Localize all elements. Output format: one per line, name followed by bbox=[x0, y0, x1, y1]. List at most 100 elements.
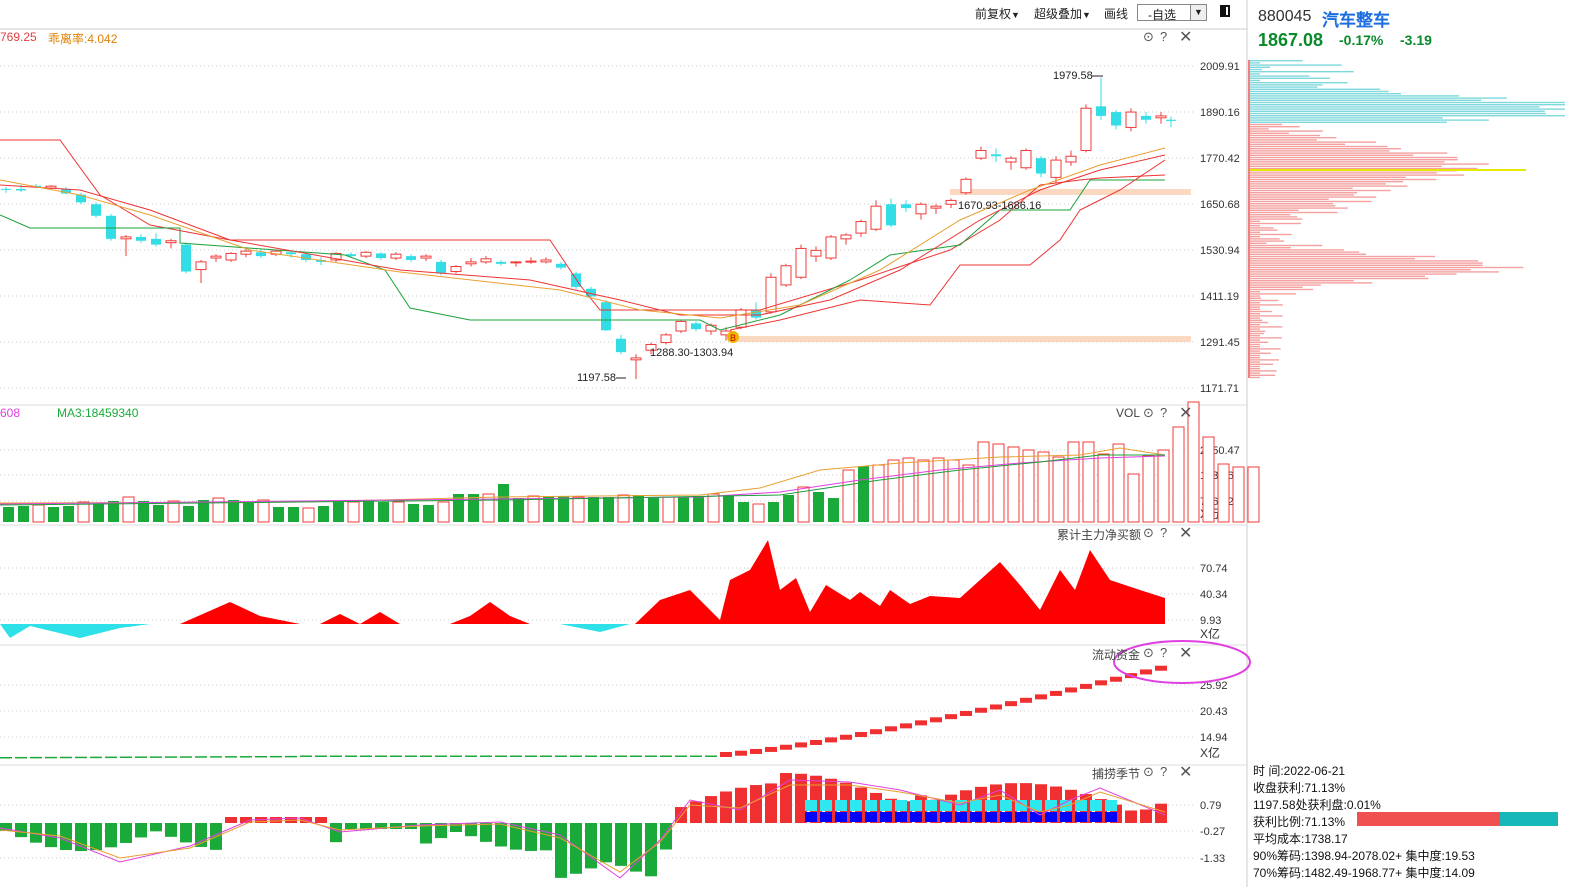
settings-icon[interactable]: ⊙ bbox=[1143, 764, 1154, 779]
flow-unit: X亿 bbox=[1200, 745, 1220, 760]
chip-bar bbox=[1250, 71, 1354, 73]
chip-bar bbox=[1250, 163, 1489, 165]
chip-bar bbox=[1250, 306, 1260, 308]
fuquan-label: 前复权 bbox=[975, 7, 1012, 21]
y-tick-label: 1411.19 bbox=[1200, 291, 1239, 303]
vol-bar bbox=[363, 501, 374, 522]
chip-bar bbox=[1250, 156, 1458, 159]
chip-bar bbox=[1250, 86, 1318, 88]
candle-body bbox=[810, 249, 822, 257]
candle-body bbox=[1, 188, 11, 190]
vol-bar bbox=[678, 497, 689, 522]
help-icon[interactable]: ? bbox=[1160, 525, 1168, 540]
chip-bar bbox=[1250, 128, 1269, 130]
chip-bar bbox=[1250, 121, 1447, 123]
candle-body bbox=[256, 252, 266, 257]
chip-bar bbox=[1250, 304, 1283, 306]
close-icon[interactable]: ✕ bbox=[1179, 645, 1193, 662]
candle-body bbox=[210, 255, 222, 259]
candle-body bbox=[195, 261, 207, 271]
chip-bar bbox=[1250, 372, 1260, 374]
help-icon[interactable]: ? bbox=[1160, 29, 1168, 44]
flow-mark bbox=[1035, 694, 1047, 700]
season-bar bbox=[570, 823, 582, 874]
help-icon[interactable]: ? bbox=[1160, 764, 1168, 779]
chip-bar bbox=[1250, 106, 1540, 108]
vol-bar bbox=[347, 501, 360, 523]
candle-body bbox=[540, 259, 552, 263]
flow-mark bbox=[705, 755, 717, 757]
season-bar bbox=[120, 823, 132, 843]
chip-bar bbox=[1250, 271, 1500, 273]
flow-mark bbox=[780, 744, 792, 750]
chip-bar bbox=[1250, 251, 1360, 253]
chip-bar bbox=[1250, 359, 1279, 361]
flow-mark bbox=[855, 732, 867, 738]
chip-bar bbox=[1250, 266, 1524, 269]
chip-bar bbox=[1250, 152, 1448, 154]
season-bar bbox=[780, 773, 792, 823]
fuquan-menu[interactable]: 前复权▼ bbox=[975, 5, 1020, 22]
flow-mark bbox=[600, 755, 612, 757]
season-tick-label: 0.79 bbox=[1200, 800, 1221, 812]
chip-bar bbox=[1250, 365, 1260, 368]
vol-bar bbox=[212, 497, 225, 523]
season-cyan-block bbox=[850, 800, 862, 811]
chip-bar bbox=[1250, 198, 1329, 200]
season-bar bbox=[90, 823, 102, 851]
help-icon[interactable]: ? bbox=[1160, 405, 1168, 420]
close-icon[interactable]: ✕ bbox=[1179, 405, 1193, 422]
super-overlay-menu[interactable]: 超级叠加▼ bbox=[1034, 5, 1091, 22]
vol-bar bbox=[48, 507, 59, 522]
season-bar bbox=[270, 817, 282, 823]
candle-body bbox=[151, 238, 161, 245]
profit-ratio-bar bbox=[1357, 812, 1500, 826]
stock-name[interactable]: 汽车整车 bbox=[1322, 11, 1390, 30]
flow-mark bbox=[675, 755, 687, 757]
candle-body bbox=[420, 255, 432, 259]
settings-icon[interactable]: ⊙ bbox=[1143, 29, 1154, 44]
watchlist-select[interactable]: -自选 ▼ bbox=[1137, 4, 1207, 22]
panel-toggle-icon[interactable] bbox=[1220, 5, 1230, 17]
draw-line-button[interactable]: 画线 bbox=[1104, 7, 1129, 21]
flow-mark bbox=[15, 756, 27, 759]
close-icon[interactable]: ✕ bbox=[1179, 525, 1193, 542]
candle-body bbox=[136, 236, 146, 241]
vol-bar bbox=[527, 495, 540, 523]
season-blue-block bbox=[955, 812, 967, 822]
chip-bar bbox=[1250, 130, 1323, 132]
chip-bar bbox=[1250, 159, 1458, 161]
flow-mark bbox=[105, 756, 117, 759]
settings-icon[interactable]: ⊙ bbox=[1143, 525, 1154, 540]
chip-bar bbox=[1250, 308, 1260, 310]
candle-body bbox=[795, 247, 807, 278]
candle-body bbox=[691, 323, 701, 330]
vol-bar bbox=[1127, 473, 1140, 523]
season-tick-label: -1.33 bbox=[1200, 853, 1225, 865]
vol-bar bbox=[138, 501, 149, 522]
chip-bar bbox=[1250, 145, 1388, 148]
chip-bar bbox=[1250, 295, 1260, 297]
season-bar bbox=[195, 823, 207, 847]
flow-tick-label: 14.94 bbox=[1200, 732, 1228, 744]
season-bar bbox=[735, 787, 747, 823]
close-icon[interactable]: ✕ bbox=[1179, 764, 1193, 781]
help-icon[interactable]: ? bbox=[1160, 645, 1168, 660]
net-buy-tick-label: 40.34 bbox=[1200, 589, 1228, 601]
settings-icon[interactable]: ⊙ bbox=[1143, 645, 1154, 660]
close-icon[interactable]: ✕ bbox=[1179, 29, 1193, 46]
vol-bar bbox=[1097, 453, 1110, 523]
chip-70: 70%筹码:1482.49-1968.77+ 集中度:14.09 bbox=[1253, 866, 1475, 880]
chip-bar bbox=[1250, 73, 1260, 75]
chip-bar bbox=[1250, 313, 1260, 315]
flow-mark bbox=[870, 729, 882, 735]
flow-mark bbox=[630, 755, 642, 757]
chip-bar bbox=[1250, 101, 1565, 104]
chevron-down-icon[interactable]: ▼ bbox=[1190, 5, 1206, 20]
chip-bar bbox=[1250, 90, 1389, 93]
chip-bar bbox=[1250, 348, 1281, 350]
chip-bar bbox=[1250, 238, 1280, 240]
season-tick-label: -0.27 bbox=[1200, 826, 1225, 838]
season-bar bbox=[750, 785, 762, 823]
settings-icon[interactable]: ⊙ bbox=[1143, 405, 1154, 420]
